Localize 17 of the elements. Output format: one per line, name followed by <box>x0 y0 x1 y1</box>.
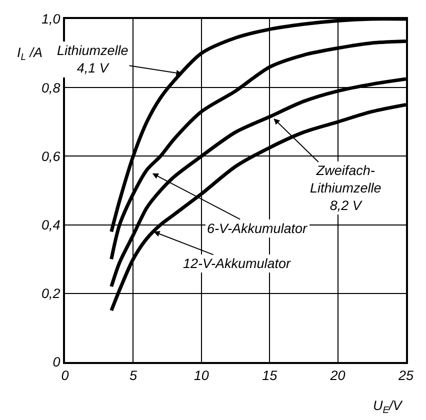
x-tick-label: 5 <box>129 368 138 384</box>
y-tick-label: 0,4 <box>42 218 60 233</box>
annotation: Lithiumzelle 4,1 V <box>57 43 128 76</box>
y-tick-label: 0 <box>52 354 61 370</box>
x-tick-label: 10 <box>194 368 210 384</box>
x-tick-label: 20 <box>329 368 346 384</box>
y-tick-label: 0,8 <box>42 80 61 96</box>
y-tick-label: 0,6 <box>42 148 61 164</box>
y-axis-title: I$_{L}$ /A <box>17 45 43 63</box>
y-tick-label: 0,2 <box>42 286 61 302</box>
x-tick-label: 25 <box>397 368 414 384</box>
x-axis-title: U$_{E}$/V <box>373 398 404 416</box>
x-tick-label: 15 <box>262 368 278 384</box>
annotation: 12-V-Akkumulator <box>183 256 292 271</box>
annotation: 6-V-Akkumulator <box>207 221 308 236</box>
y-tick-label: 1,0 <box>42 12 61 27</box>
annotation: Zweifach- Lithiumzelle 8,2 V <box>310 163 382 214</box>
